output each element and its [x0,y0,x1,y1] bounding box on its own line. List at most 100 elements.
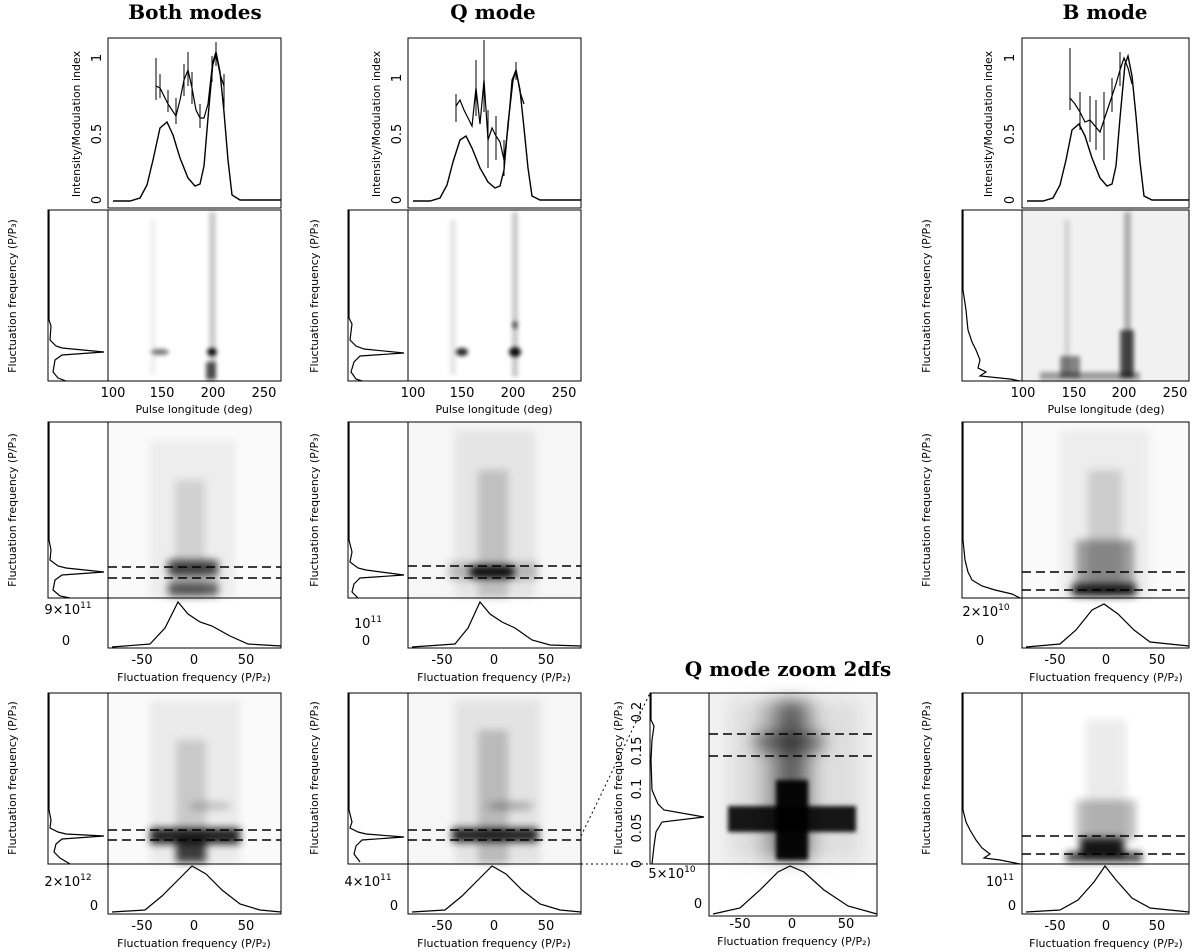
2dfs-bottom-profile [411,600,582,648]
2dfs-map-features [150,440,235,598]
2dfs-xtick--50: -50 [431,919,452,934]
zoom-side-frame [649,692,710,865]
lrfs-xtick-200: 200 [201,386,226,401]
2dfs-side-frame [961,421,1023,599]
lrfs-xtick-250: 250 [1163,386,1188,401]
lrfs-xtick-150: 150 [1062,386,1087,401]
2dfs-xtick-0: 0 [490,919,498,934]
2dfs-xtick-50: 50 [1149,919,1166,934]
lrfs-map [407,209,582,382]
2dfs-bottom-profile [1025,864,1190,913]
2dfs-xtick-50: 50 [238,653,255,668]
2dfs-side-frame [961,692,1023,865]
2dfs-xtick--50: -50 [1044,653,1065,668]
2dfs-dashed-lines [408,565,581,579]
profile-ytick-0: 0 [390,196,405,204]
lrfs-ylabel: Fluctuation frequency (P/P₃) [920,219,933,373]
profile-panel-q: Intensity/Modulation index 1 0.5 0 [370,37,582,209]
zoom-connector-lines [580,692,651,865]
zoom-xtick--50: -50 [729,917,750,932]
lrfs-xtick-250: 250 [552,386,577,401]
lrfs-xtick-150: 150 [150,386,175,401]
2dfs-bottom-max: 2×1012 [44,873,91,890]
title-q-mode-zoom: Q mode zoom 2dfs [685,657,891,681]
lrfs-side-spectrum [962,210,1021,382]
lrfs-side-frame [961,209,1023,382]
2dfs-trailing-panel-q: Fluctuation frequency (P/P₃) 4×1011 0 -5… [308,692,582,950]
zoom-panel: Fluctuation frequency (P/P₃) 0 0.05 0.1 … [612,692,878,948]
zoom-ytick-0.2: 0.2 [630,702,645,723]
zoom-xtick-50: 50 [838,917,855,932]
lrfs-map [107,209,282,382]
2dfs-xtick-0: 0 [190,653,198,668]
lrfs-map-features [450,212,521,377]
lrfs-xtick-200: 200 [1112,386,1137,401]
lrfs-ylabel: Fluctuation frequency (P/P₃) [308,219,321,373]
2dfs-xlabel: Fluctuation frequency (P/P₂) [117,937,271,950]
lrfs-panel-b: Fluctuation frequency (P/P₃) 100 150 200… [920,209,1190,416]
2dfs-xtick-50: 50 [538,653,555,668]
lrfs-xtick-250: 250 [252,386,277,401]
2dfs-xtick--50: -50 [131,653,152,668]
profile-ylabel-both: Intensity/Modulation index [70,50,83,197]
profile-intensity-line [113,51,281,202]
profile-ytick-05: 0.5 [390,124,405,145]
2dfs-side-spectrum [962,422,1021,599]
2dfs-leading-panel-q: Fluctuation frequency (P/P₃) 1011 0 -50 … [308,421,582,684]
2dfs-xlabel: Fluctuation frequency (P/P₂) [117,671,271,684]
title-q-mode: Q mode [450,0,536,24]
lrfs-side-frame [47,209,109,382]
2dfs-xtick--50: -50 [431,653,452,668]
2dfs-xlabel: Fluctuation frequency (P/P₂) [417,671,571,684]
profile-ytick-05: 0.5 [1003,124,1018,145]
profile-panel-b: Intensity/Modulation index 1 0.5 0 [982,37,1190,209]
lrfs-map-features [150,212,217,380]
2dfs-bottom-max: 9×1011 [44,601,91,618]
2dfs-bottom-zero: 0 [62,634,70,649]
lrfs-map [1021,209,1190,382]
2dfs-side-spectrum [48,422,105,599]
zoom-ytick-0.05: 0.05 [630,814,645,843]
profile-intensity-line [413,69,581,202]
profile-errorbars [455,40,517,176]
lrfs-panel-both: Fluctuation frequency (P/P₃) 100 150 200… [6,209,282,416]
2dfs-trailing-panel-b: Fluctuation frequency (P/P₃) 1011 0 -50 … [920,692,1190,950]
profile-ytick-1: 1 [90,54,105,62]
profile-modulation-line [155,53,225,119]
lrfs-xtick-100: 100 [401,386,426,401]
2dfs-bottom-zero: 0 [1008,899,1016,914]
zoom-map-core [728,780,856,860]
lrfs-map-features [1040,212,1140,380]
2dfs-bottom-profile [411,865,582,913]
lrfs-xtick-200: 200 [501,386,526,401]
lrfs-ylabel: Fluctuation frequency (P/P₃) [6,219,19,373]
2dfs-xtick-0: 0 [1102,653,1110,668]
zoom-ytick-0.1: 0.1 [630,779,645,800]
profile-errorbars [1069,48,1121,160]
lrfs-side-spectrum [348,210,405,382]
profile-modulation-line [455,67,525,161]
profile-ytick-0: 0 [1003,196,1018,204]
2dfs-side-spectrum [348,422,405,599]
zoom-xlabel: Fluctuation frequency (P/P₂) [717,935,871,948]
2dfs-bottom-zero: 0 [362,634,370,649]
zoom-bottom-max: 5×1010 [648,865,695,882]
zoom-ytick-0.15: 0.15 [630,737,645,766]
2dfs-ylabel: Fluctuation frequency (P/P₃) [920,701,933,855]
lrfs-xlabel: Pulse longitude (deg) [135,403,252,416]
2dfs-bottom-frame [407,597,582,649]
2dfs-map-features [452,700,540,864]
lrfs-xlabel: Pulse longitude (deg) [435,403,552,416]
2dfs-bottom-profile [111,865,282,913]
2dfs-bottom-zero: 0 [976,634,984,649]
2dfs-side-spectrum [348,693,405,863]
2dfs-xtick-50: 50 [1149,653,1166,668]
title-both-modes: Both modes [128,0,261,24]
lrfs-panel-q: Fluctuation frequency (P/P₃) 100 150 200… [308,209,582,416]
profile-ytick-0: 0 [90,196,105,204]
2dfs-xlabel: Fluctuation frequency (P/P₂) [1029,937,1183,950]
lrfs-xtick-150: 150 [450,386,475,401]
zoom-bottom-zero: 0 [694,897,702,912]
2dfs-map-features [150,700,240,864]
